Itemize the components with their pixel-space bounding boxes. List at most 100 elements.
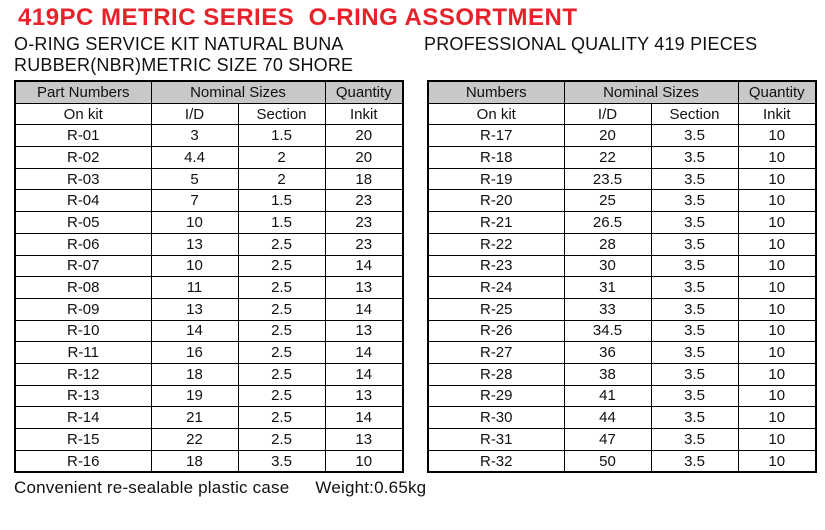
column-header: Section <box>237 102 326 126</box>
table-cell: 3.5 <box>650 449 739 473</box>
table-row: R-17 20 3.5 10 <box>427 124 817 148</box>
column-group-header: Quantity <box>324 80 404 104</box>
table-cell: R-26 <box>427 319 565 343</box>
table-cell: R-08 <box>14 276 152 299</box>
table-cell: R-04 <box>14 189 152 213</box>
table-row: R-26 34.5 3.5 10 <box>427 319 817 343</box>
table-cell: R-19 <box>427 167 565 191</box>
table-row: R-02 4.4 2 20 <box>14 146 404 169</box>
table-cell: 3.5 <box>650 341 739 364</box>
table-cell: 31 <box>563 276 652 299</box>
column-group-header: Nominal Sizes <box>563 80 739 104</box>
table-cell: 10 <box>737 189 817 213</box>
table-cell: R-16 <box>14 449 152 473</box>
table-cell: 2 <box>237 167 326 191</box>
table-cell: 10 <box>737 232 817 256</box>
table-cell: 22 <box>563 146 652 169</box>
subtitle-row: O-RING SERVICE KIT NATURAL BUNA RUBBER(N… <box>0 32 825 76</box>
table-cell: R-31 <box>427 428 565 451</box>
table-cell: 1.5 <box>237 189 326 213</box>
table-row: R-04 7 1.5 23 <box>14 189 404 213</box>
table-row: R-13 19 2.5 13 <box>14 384 404 408</box>
right-parts-table: Numbers Nominal Sizes Quantity On kit I/D Sec… <box>427 80 817 474</box>
table-cell: 38 <box>563 362 652 386</box>
table-cell: 10 <box>737 146 817 169</box>
table-row: R-14 21 2.5 14 <box>14 406 404 429</box>
table-row: R-31 47 3.5 10 <box>427 428 817 451</box>
table-cell: 22 <box>150 428 239 451</box>
table-cell: 2.5 <box>237 406 326 429</box>
table-cell: 3.5 <box>650 384 739 408</box>
table-cell: 2.5 <box>237 428 326 451</box>
table-cell: 20 <box>324 146 404 169</box>
table-cell: 3.5 <box>650 254 739 278</box>
table-row: R-23 30 3.5 10 <box>427 254 817 278</box>
table-cell: 1.5 <box>237 124 326 148</box>
column-header: Inkit <box>324 102 404 126</box>
table-row: R-20 25 3.5 10 <box>427 189 817 213</box>
table-cell: R-12 <box>14 362 152 386</box>
table-cell: 3.5 <box>650 428 739 451</box>
table-cell: 3.5 <box>650 189 739 213</box>
table-cell: R-20 <box>427 189 565 213</box>
table-cell: 14 <box>324 254 404 278</box>
table-cell: R-17 <box>427 124 565 148</box>
table-cell: 7 <box>150 189 239 213</box>
table-cell: 2.5 <box>237 341 326 364</box>
table-cell: 2.5 <box>237 254 326 278</box>
table-cell: 18 <box>324 167 404 191</box>
table-cell: 13 <box>324 319 404 343</box>
table-cell: 10 <box>150 254 239 278</box>
column-header: Inkit <box>737 102 817 126</box>
table-row: R-32 50 3.5 10 <box>427 449 817 473</box>
table-row: R-18 22 3.5 10 <box>427 146 817 169</box>
table-cell: 3.5 <box>650 276 739 299</box>
table-cell: R-07 <box>14 254 152 278</box>
table-cell: R-13 <box>14 384 152 408</box>
table-row: R-03 5 2 18 <box>14 167 404 191</box>
column-header: On kit <box>14 102 152 126</box>
table-cell: 13 <box>324 276 404 299</box>
footer-weight-text: Weight:0.65kg <box>315 478 427 498</box>
table-cell: R-15 <box>14 428 152 451</box>
table-cell: 3 <box>150 124 239 148</box>
table-cell: 23 <box>324 232 404 256</box>
table-cell: 10 <box>737 406 817 429</box>
table-cell: R-32 <box>427 449 565 473</box>
table-cell: 23 <box>324 211 404 234</box>
table-row: R-29 41 3.5 10 <box>427 384 817 408</box>
table-cell: 2.5 <box>237 319 326 343</box>
table-cell: 2.5 <box>237 232 326 256</box>
table-cell: 11 <box>150 276 239 299</box>
table-cell: 36 <box>563 341 652 364</box>
table-cell: 3.5 <box>650 319 739 343</box>
table-cell: 2 <box>237 146 326 169</box>
table-cell: R-03 <box>14 167 152 191</box>
table-cell: 3.5 <box>650 146 739 169</box>
table-cell: 3.5 <box>650 232 739 256</box>
table-cell: R-05 <box>14 211 152 234</box>
table-cell: 20 <box>563 124 652 148</box>
table-row: R-06 13 2.5 23 <box>14 232 404 256</box>
table-cell: R-23 <box>427 254 565 278</box>
table-cell: 14 <box>150 319 239 343</box>
column-group-header: Nominal Sizes <box>150 80 326 104</box>
table-cell: 10 <box>737 362 817 386</box>
table-cell: R-10 <box>14 319 152 343</box>
column-group-header: Part Numbers <box>14 80 152 104</box>
column-group-header: Quantity <box>737 80 817 104</box>
table-cell: R-22 <box>427 232 565 256</box>
column-header: I/D <box>150 102 239 126</box>
footer-note: Convenient re-sealable plastic case Weigh… <box>0 473 825 498</box>
table-cell: 10 <box>324 449 404 473</box>
table-cell: 13 <box>150 232 239 256</box>
table-cell: R-28 <box>427 362 565 386</box>
table-cell: 2.5 <box>237 297 326 321</box>
table-cell: 34.5 <box>563 319 652 343</box>
table-cell: 16 <box>150 341 239 364</box>
table-cell: R-14 <box>14 406 152 429</box>
table-cell: 10 <box>737 449 817 473</box>
table-cell: 23.5 <box>563 167 652 191</box>
table-cell: R-02 <box>14 146 152 169</box>
table-cell: 14 <box>324 406 404 429</box>
